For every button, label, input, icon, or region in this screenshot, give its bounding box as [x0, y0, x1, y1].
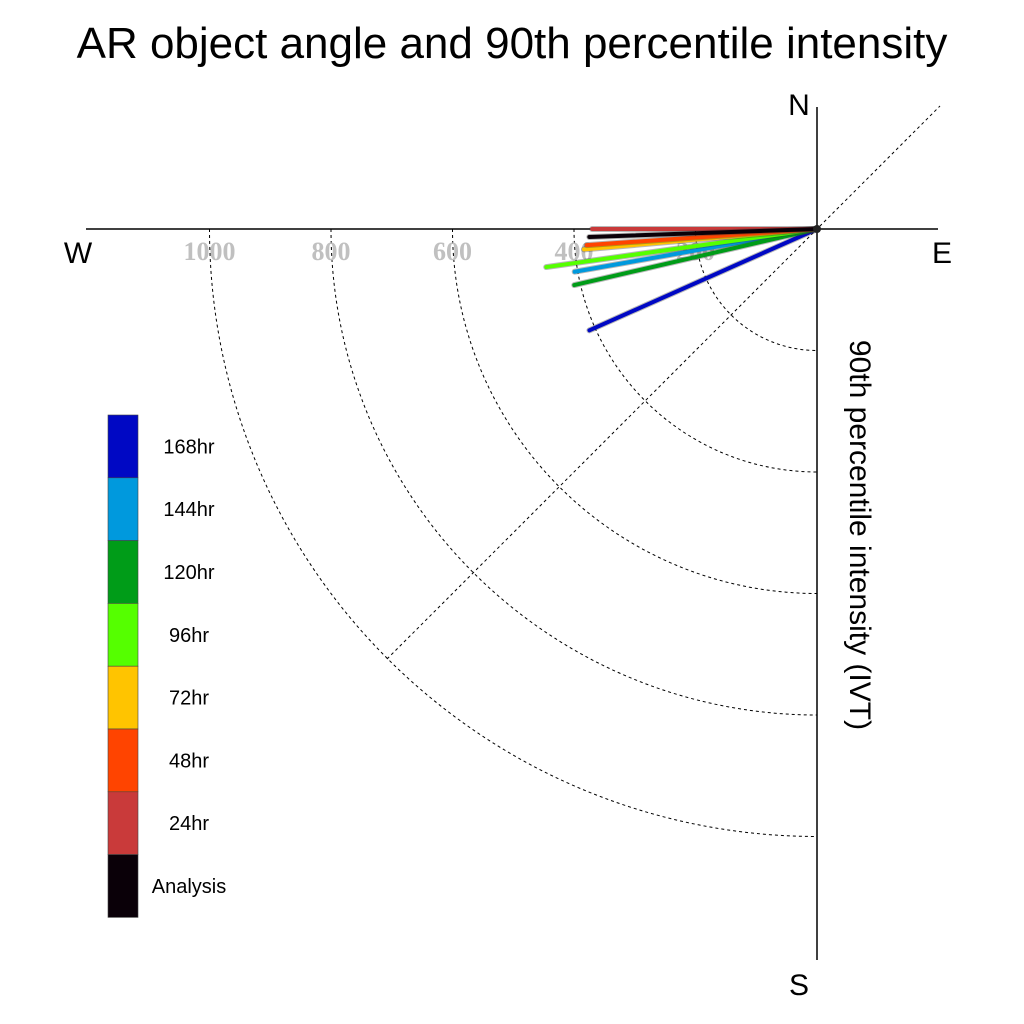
- vector-168hr: [587, 227, 819, 333]
- legend-swatch-48hr: [107, 728, 139, 793]
- legend: 168hr 144hr 120hr 96hr 72hr 48hr 24hr Analysis: [107, 414, 226, 918]
- y-axis-label: 90th percentile intensity (IVT): [843, 340, 876, 730]
- compass-north: N: [788, 89, 810, 122]
- legend-swatch-72hr: [107, 665, 139, 730]
- compass-west: W: [64, 237, 93, 270]
- grid-ring-600: [452, 228, 818, 594]
- legend-label: 168hr: [163, 436, 214, 458]
- grid-ring-1000: [209, 228, 818, 837]
- legend-label: 48hr: [169, 750, 209, 772]
- legend-swatch-24hr: [107, 791, 139, 855]
- vector-analysis: [587, 227, 819, 239]
- grid-diagonal: [386, 105, 941, 660]
- tick-label: 600: [433, 237, 472, 266]
- series-vectors: [543, 225, 821, 334]
- vector-120hr: [572, 227, 819, 288]
- legend-swatch-analysis: [107, 854, 139, 918]
- tick-label: 1000: [184, 237, 236, 266]
- legend-label: 120hr: [163, 562, 214, 584]
- legend-label: Analysis: [152, 876, 226, 898]
- legend-swatch-120hr: [107, 540, 139, 604]
- legend-label: 96hr: [169, 625, 209, 647]
- legend-swatch-168hr: [107, 414, 139, 479]
- compass-east: E: [932, 237, 952, 270]
- legend-swatch-144hr: [107, 477, 139, 541]
- legend-label: 144hr: [163, 499, 214, 521]
- compass-south: S: [789, 969, 809, 1002]
- vector-96hr: [544, 227, 819, 270]
- chart-title: AR object angle and 90th percentile inte…: [77, 19, 948, 68]
- legend-label: 72hr: [169, 688, 209, 710]
- legend-swatch-96hr: [107, 603, 139, 667]
- legend-label: 24hr: [169, 813, 209, 835]
- origin-point: [813, 225, 821, 233]
- polar-grid: [209, 105, 941, 837]
- grid-ring-800: [330, 228, 818, 716]
- tick-label: 800: [312, 237, 351, 266]
